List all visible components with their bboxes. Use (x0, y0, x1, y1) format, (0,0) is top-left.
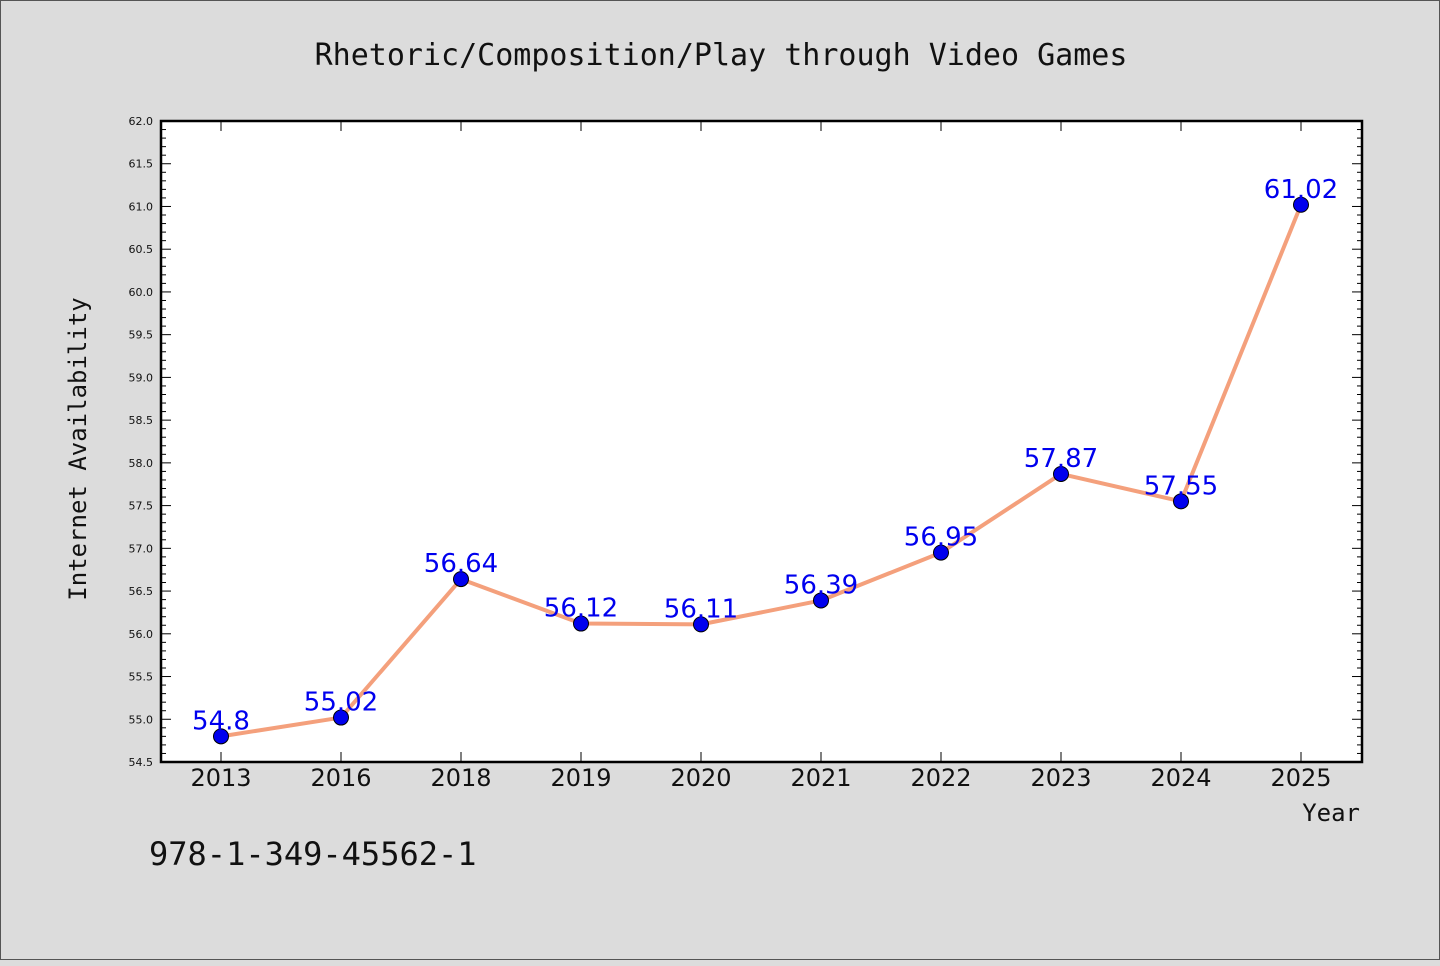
series-line (220, 204, 1303, 739)
plot-area (159, 119, 1364, 764)
data-point (213, 728, 229, 745)
isbn-annotation: 978-1-349-45562-1 (149, 835, 477, 873)
series-layer: 54.8 55.02 56.64 56.12 56.11 56.39 56.95 57.87 5… (192, 175, 1338, 745)
data-label: 56.11 (664, 594, 738, 624)
x-tick-label: 2016 (310, 764, 371, 792)
data-point (693, 616, 709, 633)
y-tick-label: 55.5 (129, 671, 154, 684)
x-tick-label: 2019 (550, 764, 611, 792)
data-label: 57.87 (1024, 444, 1098, 474)
y-tick-label: 55.0 (129, 713, 154, 726)
data-label: 54.8 (192, 706, 250, 736)
x-axis: 2013 2016 2018 2019 2020 2021 2022 2023 2024 2025 (190, 121, 1332, 792)
data-point (1173, 493, 1189, 510)
y-tick-label: 62.0 (129, 115, 154, 128)
data-label: 61.02 (1264, 175, 1338, 205)
y-tick-label: 61.5 (129, 158, 154, 171)
x-axis-label: Year (1302, 799, 1360, 827)
data-point (1293, 196, 1309, 213)
data-label: 57.55 (1144, 471, 1218, 501)
x-tick-label: 2024 (1150, 764, 1211, 792)
data-point (453, 571, 469, 588)
y-tick-label: 59.5 (129, 329, 154, 342)
data-point (933, 544, 949, 561)
y-tick-label: 57.0 (129, 542, 154, 555)
x-tick-label: 2025 (1270, 764, 1331, 792)
x-tick-label: 2021 (790, 764, 851, 792)
y-axis-label: Internet Availability (64, 297, 92, 600)
x-tick-label: 2020 (670, 764, 731, 792)
data-point (573, 615, 589, 632)
x-tick-label: 2013 (190, 764, 251, 792)
y-tick-label: 60.5 (129, 243, 154, 256)
y-tick-label: 57.5 (129, 500, 154, 513)
data-label: 55.02 (304, 688, 378, 718)
y-axis: 54.5 55.0 55.5 56.0 56.5 57.0 57.5 58.0 58.5 59.0… (129, 115, 1362, 769)
data-label: 56.64 (424, 549, 498, 579)
y-tick-label: 58.5 (129, 414, 154, 427)
y-tick-label: 61.0 (129, 200, 154, 213)
data-point (813, 592, 829, 609)
x-tick-label: 2022 (910, 764, 971, 792)
data-label: 56.12 (544, 594, 618, 624)
x-tick-label: 2023 (1030, 764, 1091, 792)
chart-title: Rhetoric/Composition/Play through Video … (315, 38, 1128, 73)
data-point (1053, 465, 1069, 482)
y-tick-label: 59.0 (129, 371, 154, 384)
y-tick-label: 60.0 (129, 286, 154, 299)
x-tick-label: 2018 (430, 764, 491, 792)
data-point (333, 709, 349, 726)
data-label: 56.95 (904, 523, 978, 553)
y-tick-label: 56.5 (129, 585, 154, 598)
y-tick-label: 56.0 (129, 628, 154, 641)
data-label: 56.39 (784, 570, 858, 600)
y-tick-label: 54.5 (129, 756, 154, 769)
y-tick-label: 58.0 (129, 457, 154, 470)
